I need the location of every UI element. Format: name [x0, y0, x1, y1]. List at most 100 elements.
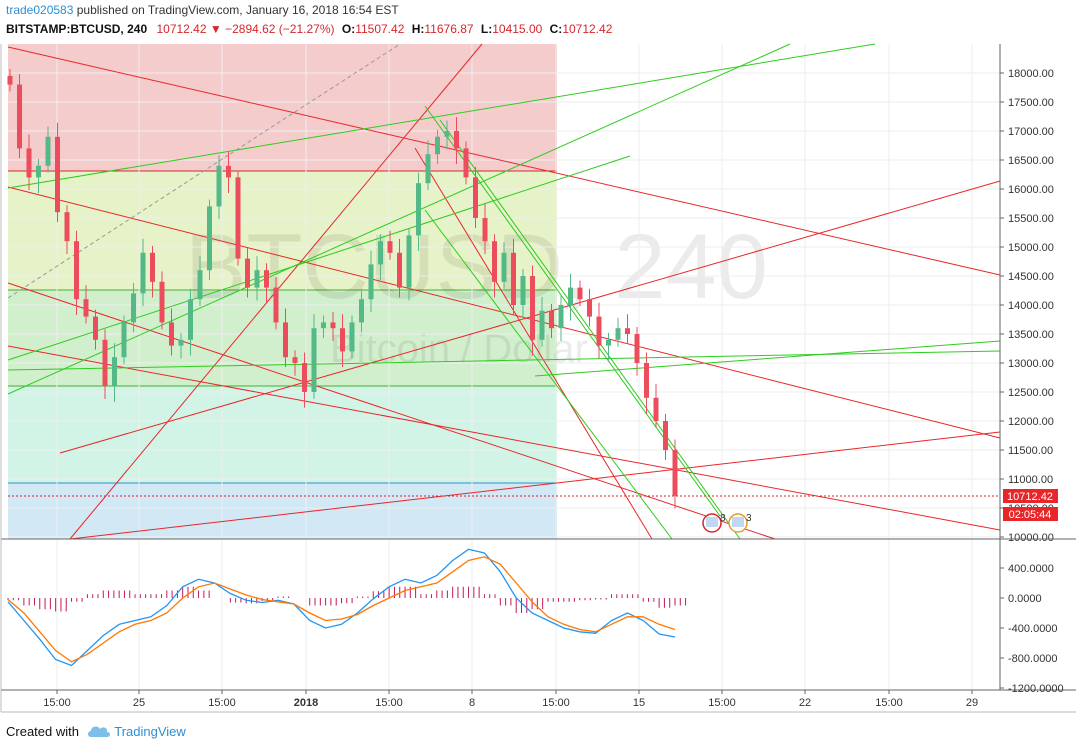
- candle-body: [558, 305, 564, 329]
- green-trend-line: [7, 155, 631, 361]
- cloud-logo-icon: [87, 726, 110, 737]
- candle-body: [36, 165, 41, 178]
- flag-icon: [732, 517, 744, 527]
- candle-body: [587, 299, 592, 317]
- price-tick-label: 13000.00: [1008, 358, 1054, 370]
- candle-body: [530, 276, 535, 340]
- candle-body: [150, 252, 155, 282]
- time-tick-label: 15:00: [208, 697, 236, 709]
- candle-body: [454, 131, 459, 149]
- candle-body: [7, 75, 13, 85]
- candle-body: [663, 421, 668, 450]
- time-tick-label: 15:00: [43, 697, 71, 709]
- red-trend-line: [7, 282, 776, 540]
- tradingview-brand[interactable]: TradingView: [114, 724, 186, 739]
- candle-body: [653, 397, 659, 421]
- event-count: 3: [746, 513, 752, 524]
- candle-body: [463, 148, 469, 178]
- candle-body: [245, 258, 250, 288]
- candle-body: [501, 252, 507, 282]
- candle-body: [416, 183, 421, 236]
- candle-body: [283, 322, 288, 358]
- time-tick-label: 15:00: [375, 697, 403, 709]
- macd-line: [7, 548, 676, 667]
- symbol-label: BITSTAMP:BTCUSD, 240: [6, 22, 148, 36]
- candle-body: [83, 299, 89, 317]
- candle-body: [596, 316, 602, 346]
- candle-body: [359, 299, 364, 323]
- low-label: L:: [480, 22, 493, 36]
- price-tick-label: 15000.00: [1008, 242, 1054, 254]
- candle-body: [17, 84, 22, 149]
- candle-body: [349, 322, 355, 352]
- close-label: C:: [549, 22, 563, 36]
- price-tick-label: 17000.00: [1008, 126, 1054, 138]
- green-trend-line: [424, 105, 721, 517]
- author-name[interactable]: trade020583: [6, 3, 74, 17]
- candle-body: [178, 339, 184, 346]
- countdown-badge: [1003, 507, 1058, 521]
- candle-body: [368, 264, 374, 300]
- candle-body: [606, 339, 611, 346]
- candle-body: [644, 363, 649, 398]
- dashed-projection-line: [229, 43, 401, 155]
- price-tick-label: 11000.00: [1008, 474, 1053, 486]
- event-markers[interactable]: 8 3: [702, 513, 752, 533]
- candle-body: [64, 212, 70, 242]
- footer: Created with TradingView: [6, 722, 186, 739]
- candle-body: [444, 131, 450, 137]
- price-badge-text: 10712.42: [1007, 491, 1053, 503]
- green-trend-line: [7, 43, 876, 189]
- candle-body: [625, 328, 630, 334]
- candle-body: [112, 357, 117, 387]
- candle-body: [568, 287, 573, 305]
- fib-zone-1: [8, 44, 557, 171]
- time-axis[interactable]: 15:00 25 15:00 2018 15:00 8 15:00 15 15:00 22 15:0…: [43, 690, 978, 709]
- high-value: 11676.87: [424, 22, 474, 36]
- macd-pane: [7, 548, 687, 667]
- candle-body: [520, 276, 526, 305]
- price-tick-label: 12500.00: [1008, 387, 1054, 399]
- red-trend-line: [7, 345, 1001, 531]
- candle-body: [482, 218, 488, 242]
- candle-body: [188, 299, 193, 340]
- countdown-text: 02:05:44: [1009, 509, 1052, 521]
- price-tick-label: 13500.00: [1008, 329, 1054, 341]
- price-tick-label: 11500.00: [1008, 445, 1053, 457]
- fib-zone-3: [8, 290, 557, 386]
- green-trend-line: [7, 350, 1001, 371]
- price-axis[interactable]: 10000.0010500.0011000.0011500.0012000.00…: [1000, 68, 1054, 544]
- low-value: 10415.00: [492, 22, 543, 36]
- ohlc-legend: BITSTAMP:BTCUSD, 240 10712.42 ▼ −2894.62…: [6, 22, 612, 36]
- candle-body: [264, 270, 269, 288]
- time-tick-label: 29: [966, 697, 978, 709]
- time-tick-label: 15: [633, 697, 645, 709]
- candle-body: [425, 154, 431, 184]
- candle-body: [121, 322, 127, 358]
- time-tick-label: 15:00: [875, 697, 903, 709]
- candle-body: [226, 165, 231, 178]
- candle-body: [397, 252, 402, 288]
- candle-body: [102, 339, 108, 387]
- price-tick-label: 18000.00: [1008, 68, 1054, 80]
- candle-body: [159, 281, 165, 323]
- red-trend-line: [7, 46, 1001, 276]
- candle-body: [74, 241, 79, 300]
- open-value: 11507.42: [355, 22, 405, 36]
- price-tick-label: 17500.00: [1008, 97, 1054, 109]
- candle-body: [492, 241, 497, 282]
- macd-axis[interactable]: 400.0000 0.0000 -400.0000 -800.0000 -1200.00…: [1000, 563, 1064, 695]
- candle-body: [302, 363, 307, 392]
- candle-body: [140, 252, 146, 294]
- time-tick-label: 15:00: [708, 697, 736, 709]
- price-change: ▼ −2894.62 (−21.27%): [209, 22, 335, 36]
- publish-info: published on TradingView.com, January 16…: [73, 3, 399, 17]
- price-tick-label: 14000.00: [1008, 300, 1054, 312]
- high-label: H:: [411, 22, 425, 36]
- time-tick-label: 8: [469, 697, 475, 709]
- time-tick-label: 25: [133, 697, 145, 709]
- candle-body: [45, 136, 51, 166]
- flag-icon: [706, 517, 718, 527]
- candle-body: [378, 241, 383, 265]
